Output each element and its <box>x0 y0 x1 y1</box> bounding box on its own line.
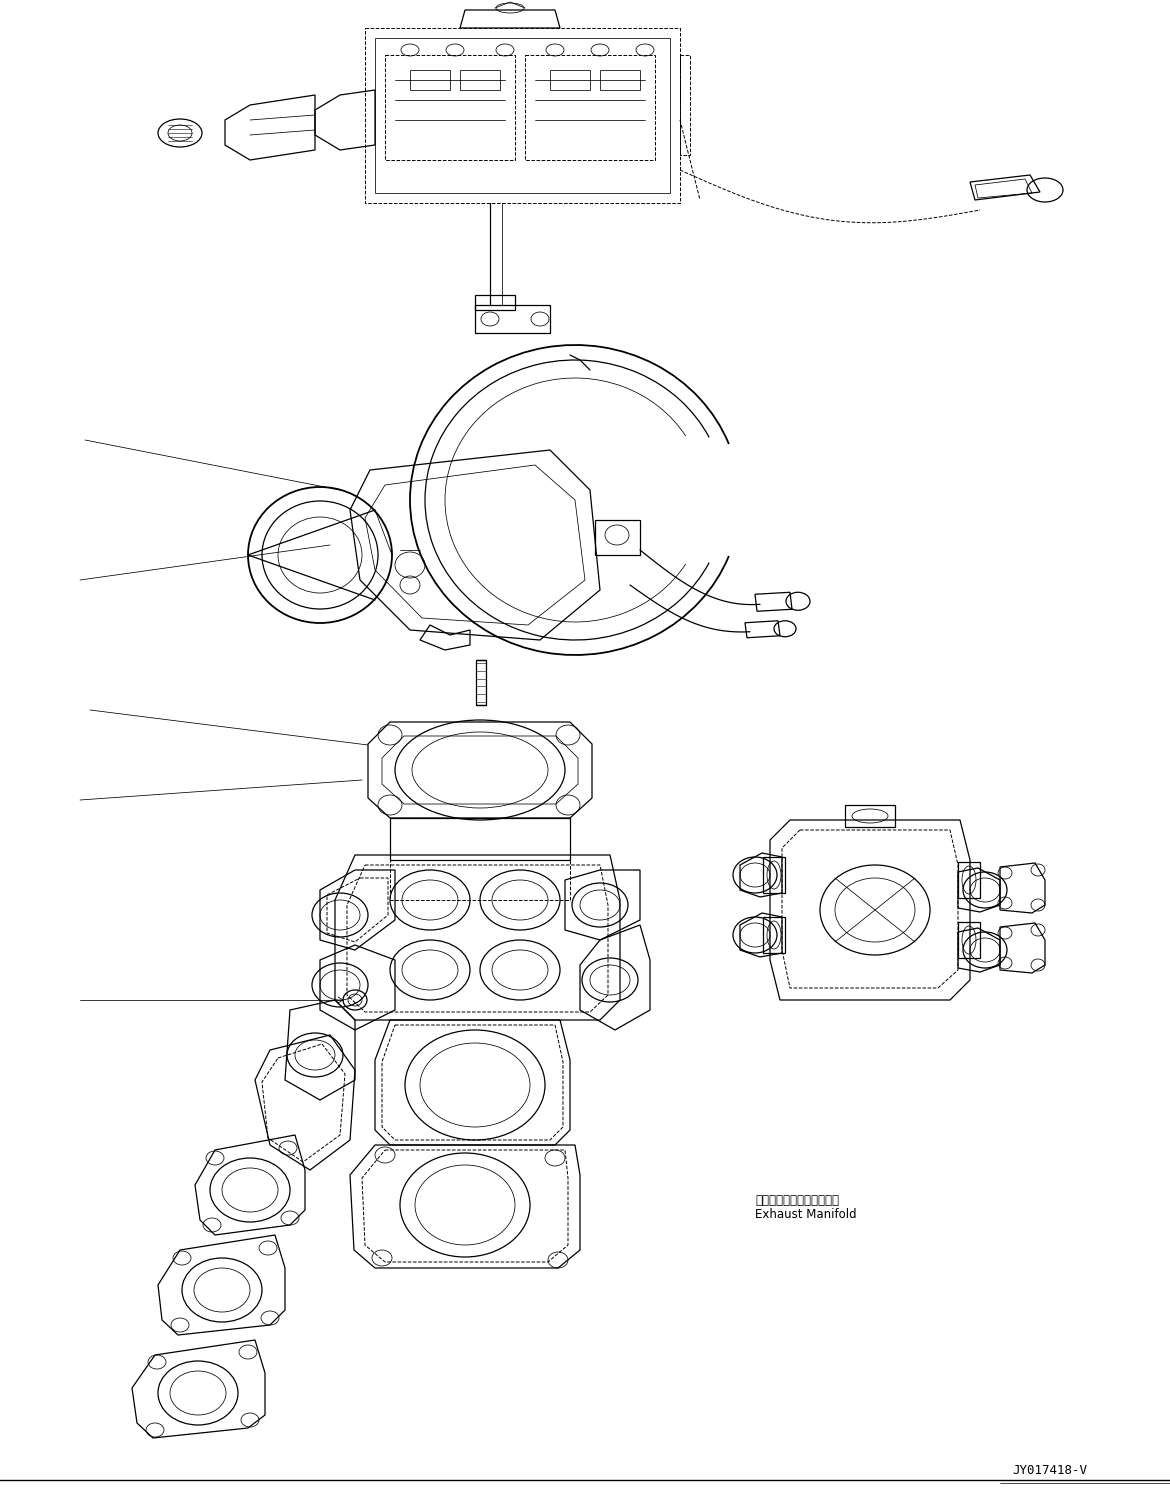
Bar <box>410 70 450 89</box>
Bar <box>475 295 515 310</box>
Bar <box>365 28 680 203</box>
Bar <box>958 921 980 959</box>
Bar <box>596 520 640 555</box>
Bar <box>550 70 590 89</box>
Bar <box>385 55 515 160</box>
Bar <box>680 55 690 155</box>
Text: Exhaust Manifold: Exhaust Manifold <box>755 1209 856 1221</box>
Bar <box>763 917 785 953</box>
Bar <box>476 661 486 705</box>
Bar <box>600 70 640 89</box>
Bar <box>763 857 785 893</box>
Bar <box>460 70 500 89</box>
Bar <box>958 862 980 898</box>
Bar <box>475 306 550 332</box>
Text: JY017418-V: JY017418-V <box>1012 1464 1087 1476</box>
Text: エキゾーストマニホールド: エキゾーストマニホールド <box>755 1193 839 1206</box>
Bar <box>845 805 895 828</box>
Bar <box>376 37 670 192</box>
Bar <box>525 55 655 160</box>
